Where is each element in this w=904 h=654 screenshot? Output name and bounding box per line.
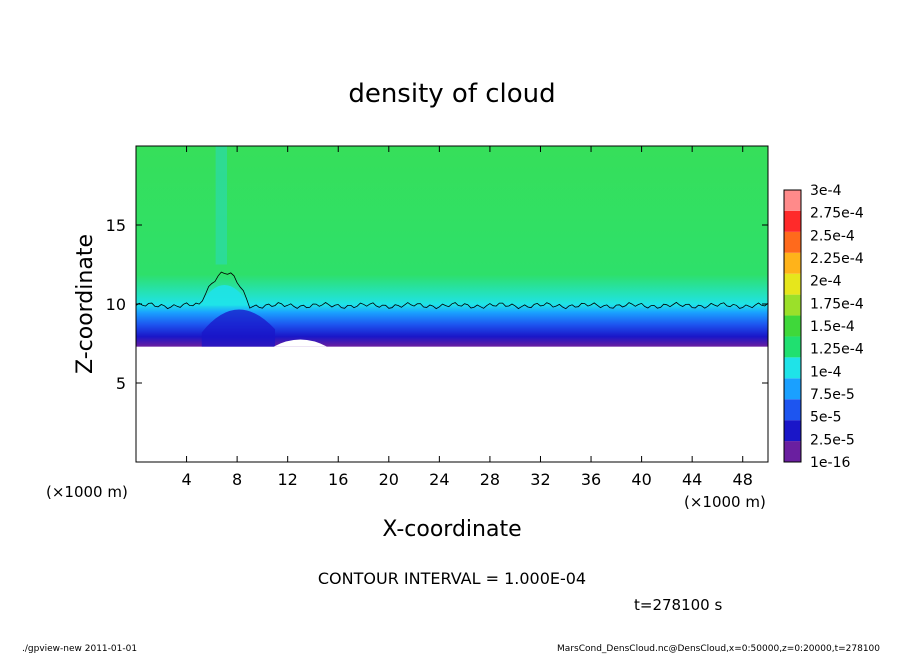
colorbar-label: 3e-4	[810, 183, 842, 199]
colorbar-label: 2.75e-4	[810, 206, 864, 222]
x-tick-label: 44	[682, 470, 702, 489]
footer-right: MarsCond_DensCloud.nc@DensCloud,x=0:5000…	[557, 644, 880, 654]
colorbar-segment	[784, 210, 801, 232]
y-tick-label: 10	[106, 295, 126, 314]
colorbar-segment	[784, 399, 801, 421]
colorbar-frame	[783, 189, 802, 463]
colorbar-label: 1e-4	[810, 364, 842, 380]
colorbar-label: 1e-16	[810, 455, 850, 471]
contour-interval: CONTOUR INTERVAL = 1.000E-04	[318, 569, 586, 588]
colorbar-segment	[784, 273, 801, 295]
x-tick-label: 8	[232, 470, 242, 489]
colorbar-segment	[784, 315, 801, 337]
x-tick-label: 24	[429, 470, 449, 489]
colorbar-label: 5e-5	[810, 410, 841, 426]
x-axis: 4 8 12 16 20 24 28 32 36 40 44 48	[181, 146, 753, 489]
colorbar-label: 1.5e-4	[810, 319, 855, 335]
colorbar-label: 2e-4	[810, 274, 842, 290]
x-tick-label: 32	[530, 470, 550, 489]
x-tick-label: 28	[480, 470, 500, 489]
colorbar-label: 2.5e-5	[810, 432, 855, 448]
colorbar-segment	[784, 357, 801, 379]
colorbar-segment	[784, 231, 801, 253]
colorbar-segment	[784, 252, 801, 274]
colorbar-segment	[784, 336, 801, 358]
x-tick-label: 16	[328, 470, 348, 489]
colorbar-label: 2.5e-4	[810, 228, 855, 244]
plot-area	[135, 146, 769, 347]
colorbar-label: 1.75e-4	[810, 296, 864, 312]
colorbar: 1e-16 2.5e-5 5e-5 7.5e-5 1e-4 1.25e-4 1.5e-4 1.…	[783, 183, 864, 471]
x-tick-label: 20	[379, 470, 399, 489]
x-axis-unit-left: (×1000 m)	[46, 483, 128, 501]
x-tick-label: 12	[278, 470, 298, 489]
y-axis: 5 10 15	[106, 216, 768, 393]
x-tick-label: 40	[631, 470, 651, 489]
colorbar-segment	[784, 441, 801, 462]
cloud-gap	[273, 339, 327, 347]
colorbar-segment	[784, 378, 801, 400]
colorbar-segment	[784, 420, 801, 442]
y-tick-label: 5	[116, 374, 126, 393]
y-tick-label: 15	[106, 216, 126, 235]
colorbar-segment	[784, 294, 801, 316]
colorbar-label: 7.5e-5	[810, 387, 855, 403]
footer-left: ./gpview-new 2011-01-01	[22, 644, 137, 654]
dense-core	[201, 309, 276, 347]
colorbar-label: 2.25e-4	[810, 251, 864, 267]
colorbar-label: 1.25e-4	[810, 342, 864, 358]
cloud-plume	[199, 285, 250, 306]
x-axis-unit-right: (×1000 m)	[684, 493, 766, 511]
x-tick-label: 4	[181, 470, 191, 489]
cloud-column	[215, 146, 228, 265]
contour-line	[135, 271, 769, 310]
y-axis-label: Z-coordinate	[73, 234, 98, 374]
colorbar-segment	[784, 190, 801, 211]
x-tick-label: 36	[581, 470, 601, 489]
x-tick-label: 48	[733, 470, 753, 489]
time-label: t=278100 s	[634, 596, 722, 614]
x-axis-label: X-coordinate	[382, 517, 521, 542]
chart-title: density of cloud	[348, 79, 555, 109]
